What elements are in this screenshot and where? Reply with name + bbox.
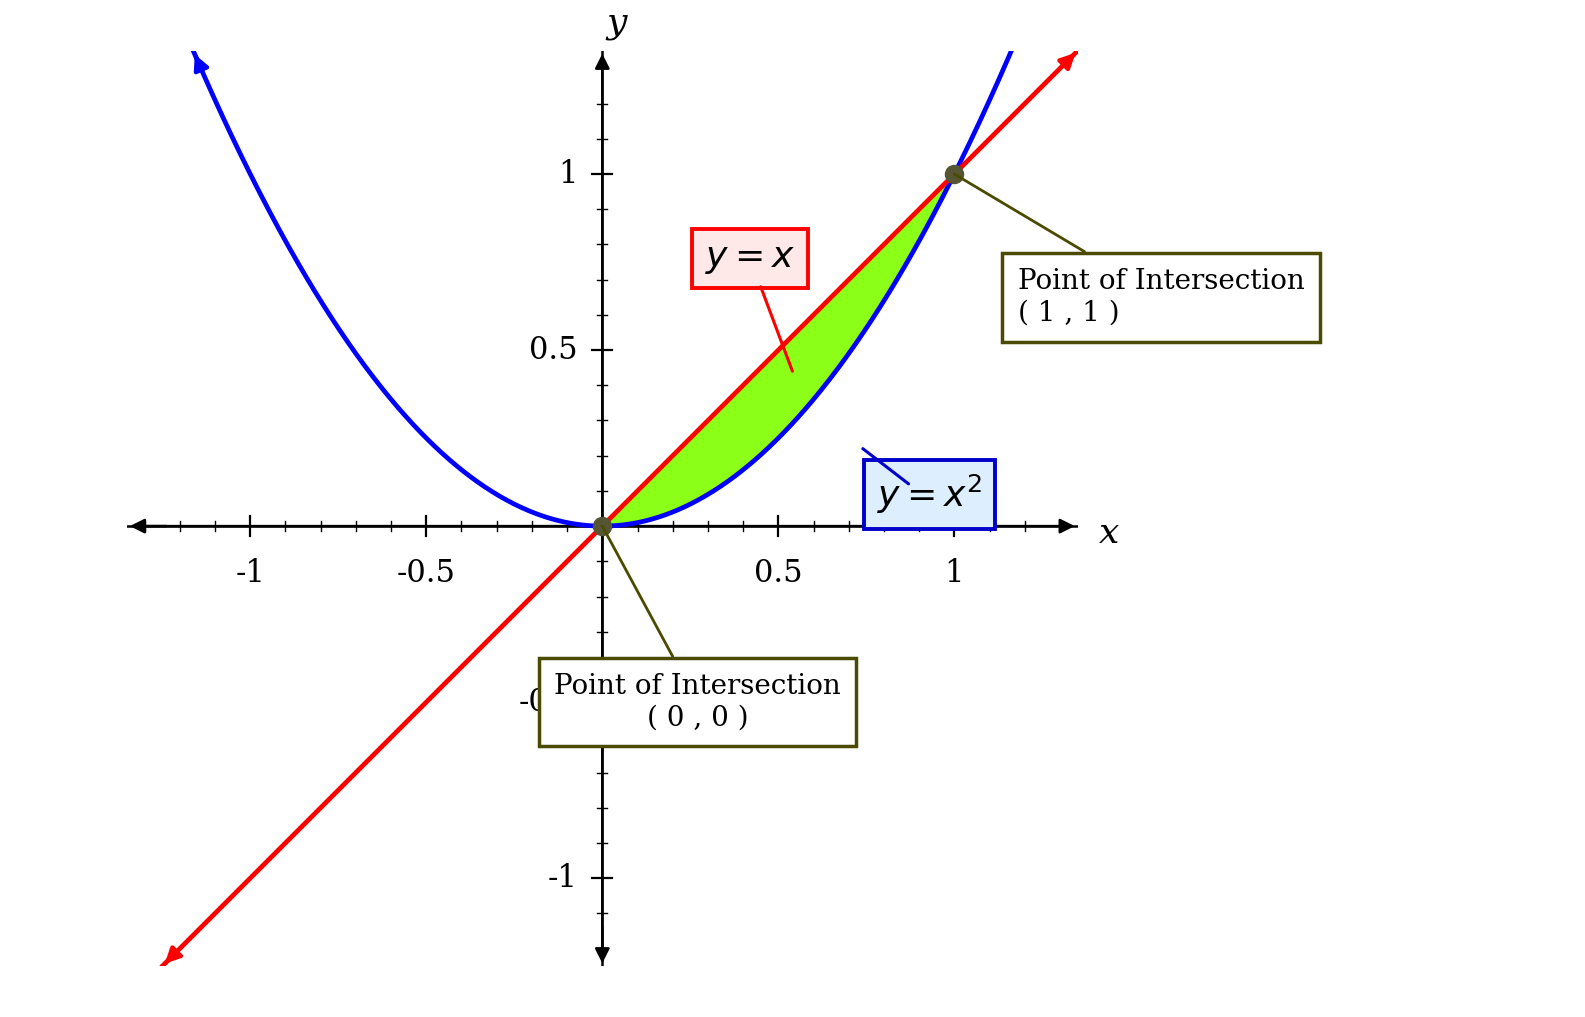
Text: $y = x^2$: $y = x^2$	[877, 473, 983, 516]
Text: y: y	[605, 6, 626, 41]
Text: 0.5: 0.5	[529, 335, 577, 365]
Text: 0.5: 0.5	[754, 557, 802, 589]
Text: Point of Intersection
( 0 , 0 ): Point of Intersection ( 0 , 0 )	[555, 526, 840, 731]
Text: -0.5: -0.5	[518, 686, 577, 718]
Text: -0.5: -0.5	[396, 557, 456, 589]
Text: -1: -1	[235, 557, 265, 589]
Text: -1: -1	[548, 862, 577, 894]
Text: 1: 1	[945, 557, 964, 589]
Text: 1: 1	[558, 159, 577, 189]
Text: x: x	[1098, 517, 1119, 550]
Text: $y = x$: $y = x$	[705, 242, 796, 276]
Text: Point of Intersection
( 1 , 1 ): Point of Intersection ( 1 , 1 )	[954, 174, 1304, 326]
